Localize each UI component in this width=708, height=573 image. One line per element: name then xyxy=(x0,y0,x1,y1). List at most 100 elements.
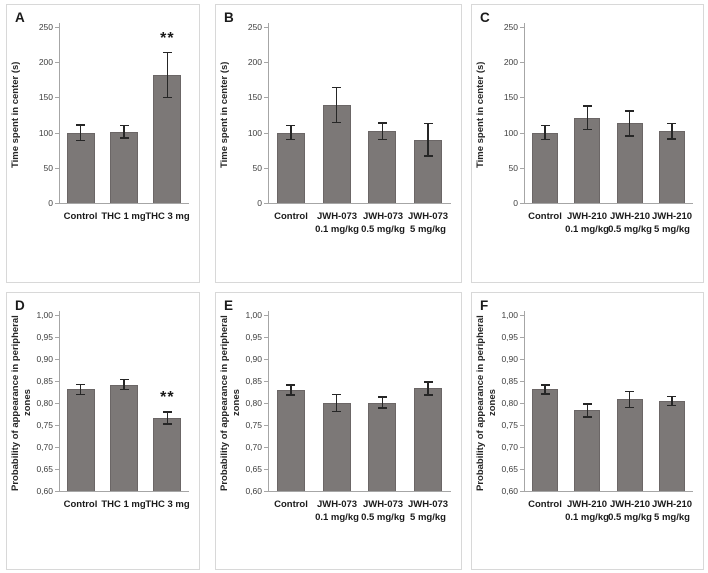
bar xyxy=(323,403,351,491)
error-bar-cap-top xyxy=(286,124,296,127)
error-bar-line xyxy=(290,124,292,141)
y-axis-line xyxy=(524,23,525,203)
panel-letter: D xyxy=(15,298,25,313)
y-tick-mark xyxy=(520,203,524,204)
y-tick-label: 50 xyxy=(252,162,262,173)
bar xyxy=(67,132,95,203)
x-category-label: Control xyxy=(528,211,562,222)
y-tick-label: 250 xyxy=(503,22,518,32)
y-tick-label: 0,60 xyxy=(501,486,518,496)
y-tick-label: 0,70 xyxy=(36,442,53,452)
error-bar-cap-bottom xyxy=(162,423,172,425)
bar xyxy=(617,399,643,491)
error-bar-cap-top xyxy=(119,378,129,381)
y-tick-mark xyxy=(520,491,524,492)
bar xyxy=(368,402,396,491)
error-bar-cap-bottom xyxy=(582,416,592,418)
y-tick-label: 0,65 xyxy=(245,464,262,474)
x-category-label: THC 3 mg xyxy=(145,499,190,510)
error-bar-line xyxy=(544,384,546,395)
error-bar-line xyxy=(381,396,384,409)
y-tick-label: 0,85 xyxy=(501,376,518,386)
y-tick-label: 0,65 xyxy=(36,464,53,474)
error-bar-line xyxy=(335,86,338,124)
y-tick-mark xyxy=(55,469,59,470)
bar xyxy=(532,389,558,491)
error-bar-cap-top xyxy=(582,403,592,405)
x-category-label: JWH-073 0.1 mg/kg xyxy=(315,499,359,523)
error-bar-cap-top xyxy=(625,110,635,112)
error-bar-line xyxy=(166,411,169,425)
error-bar-cap-bottom xyxy=(667,404,677,407)
y-tick-label: 0,85 xyxy=(245,376,262,386)
x-axis-line xyxy=(59,491,189,492)
error-bar-cap-bottom xyxy=(667,138,677,140)
error-bar-cap-bottom xyxy=(286,394,296,396)
y-tick-label: 100 xyxy=(503,127,518,138)
bar xyxy=(659,400,685,491)
y-tick-mark xyxy=(55,27,59,28)
error-bar-cap-bottom xyxy=(286,138,296,141)
y-axis-title: Time spent in center (s) xyxy=(219,61,230,169)
y-tick-label: 0,95 xyxy=(245,332,262,342)
y-tick-mark xyxy=(55,359,59,360)
error-bar-cap-top xyxy=(423,381,433,383)
error-bar-line xyxy=(628,110,631,137)
panel-d-peripheral-prob-thc: D Probability of appearance in periphera… xyxy=(6,292,200,570)
error-bar-cap-bottom xyxy=(625,135,635,137)
y-tick-mark xyxy=(264,337,268,338)
error-bar-cap-top xyxy=(286,384,296,386)
bar xyxy=(153,417,181,491)
bar xyxy=(368,131,396,203)
panel-letter: C xyxy=(480,10,490,25)
y-axis-title: Time spent in center (s) xyxy=(10,61,21,169)
bar xyxy=(574,117,600,203)
y-tick-label: 0 xyxy=(513,198,518,208)
y-tick-label: 0,70 xyxy=(501,442,518,452)
error-bar-cap-top xyxy=(582,105,592,107)
bar xyxy=(67,389,95,491)
y-tick-mark xyxy=(55,203,59,204)
y-axis-line xyxy=(268,311,269,491)
y-tick-mark xyxy=(264,97,268,99)
error-bar-line xyxy=(290,384,292,396)
error-bar-line xyxy=(671,122,673,140)
bar xyxy=(110,384,138,491)
y-tick-label: 0,80 xyxy=(36,398,53,408)
y-tick-label: 150 xyxy=(503,92,518,103)
x-category-label: JWH-210 0.5 mg/kg xyxy=(608,499,652,523)
error-bar-line xyxy=(381,122,384,141)
x-category-label: THC 3 mg xyxy=(145,211,190,222)
error-bar-line xyxy=(586,403,589,418)
error-bar-cap-bottom xyxy=(332,410,342,413)
error-bar-cap-bottom xyxy=(540,138,550,141)
y-tick-mark xyxy=(520,337,524,338)
error-bar-line xyxy=(335,393,338,413)
panel-letter: E xyxy=(224,298,234,313)
y-tick-mark xyxy=(264,425,268,426)
y-tick-label: 50 xyxy=(508,162,518,173)
error-bar-line xyxy=(123,124,125,139)
y-tick-mark xyxy=(520,469,524,470)
y-tick-label: 0,75 xyxy=(36,420,53,430)
x-category-label: Control xyxy=(274,211,308,222)
error-bar-cap-top xyxy=(162,411,172,413)
x-category-label: THC 1 mg xyxy=(101,499,146,510)
error-bar-cap-bottom xyxy=(625,406,635,409)
y-tick-mark xyxy=(55,491,59,492)
y-tick-mark xyxy=(264,491,268,492)
y-tick-label: 0,60 xyxy=(245,486,262,496)
y-tick-mark xyxy=(520,97,524,99)
y-tick-label: 0,90 xyxy=(501,354,518,364)
error-bar-line xyxy=(544,124,546,141)
y-tick-mark xyxy=(264,469,268,470)
error-bar-line xyxy=(586,105,589,131)
bar xyxy=(659,131,685,203)
y-tick-mark xyxy=(264,203,268,204)
y-tick-label: 1,00 xyxy=(245,310,262,320)
y-tick-label: 200 xyxy=(247,57,262,68)
y-tick-label: 200 xyxy=(503,57,518,68)
significance-marker: ** xyxy=(160,389,175,407)
y-tick-label: 1,00 xyxy=(501,310,518,320)
